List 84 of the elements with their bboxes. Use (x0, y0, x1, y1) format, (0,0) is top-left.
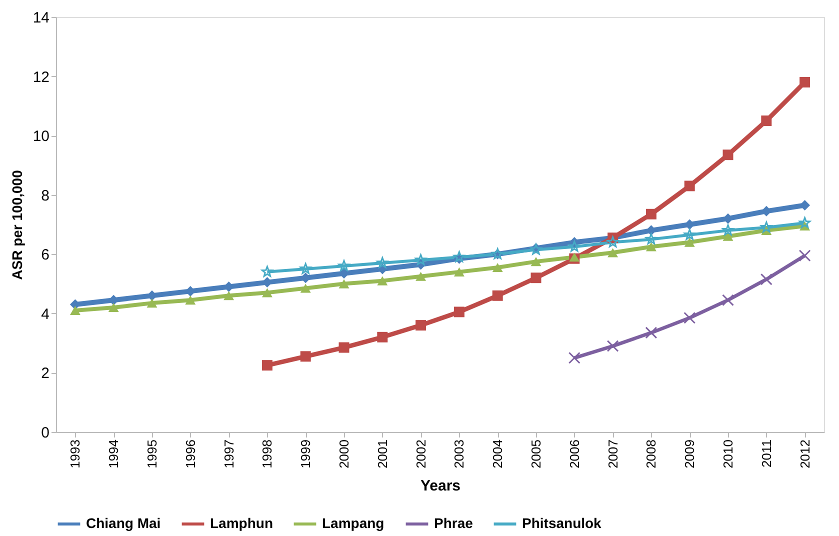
point (377, 332, 388, 342)
point (798, 250, 811, 262)
point (338, 260, 350, 271)
point (608, 248, 618, 258)
y-tick-label: 6 (41, 246, 50, 264)
point (722, 294, 734, 306)
point (454, 267, 464, 276)
x-tick-label: 2000 (336, 440, 352, 468)
y-tick-label: 14 (32, 10, 50, 26)
point (300, 351, 311, 362)
y-axis-title: ASR per 100,000 (8, 170, 25, 280)
point (607, 236, 619, 248)
point (415, 254, 427, 266)
point (416, 272, 426, 281)
y-tick-label: 12 (32, 68, 50, 86)
x-tick-label: 1999 (298, 440, 314, 468)
legend-label: Chiang Mai (86, 515, 161, 531)
point (377, 276, 388, 286)
point (684, 312, 696, 324)
legend-label: Phrae (434, 515, 474, 531)
point (684, 180, 695, 192)
x-tick-label: 2009 (682, 440, 698, 468)
point (338, 279, 350, 288)
point (376, 257, 388, 268)
x-axis-title: Years (420, 477, 461, 494)
x-tick-label: 1993 (68, 440, 83, 468)
x-tick-label: 2008 (644, 440, 659, 468)
point (300, 262, 312, 274)
point (454, 306, 464, 318)
point (261, 266, 273, 277)
x-tick-label: 1998 (260, 440, 275, 468)
y-tick-label: 0 (41, 424, 50, 442)
point (262, 288, 272, 298)
y-tick-label: 8 (41, 187, 50, 204)
point (530, 257, 542, 266)
point (492, 290, 503, 301)
x-tick-label: 2005 (528, 440, 544, 468)
y-tick-label: 4 (41, 306, 50, 323)
point (684, 228, 696, 240)
point (646, 208, 656, 220)
legend-label: Lampang (322, 515, 384, 531)
point (146, 298, 158, 308)
point (224, 291, 234, 300)
x-tick-label: 2001 (374, 440, 390, 468)
point (646, 242, 656, 252)
point (760, 273, 772, 286)
point (761, 116, 772, 126)
x-tick-label: 2004 (490, 440, 506, 468)
x-tick-label: 1994 (106, 440, 122, 468)
x-tick-label: 1996 (182, 440, 198, 468)
legend-label: Lamphun (210, 515, 273, 531)
point (492, 262, 503, 272)
point (645, 326, 658, 339)
y-tick-label: 10 (32, 128, 50, 146)
point (300, 284, 311, 293)
point (645, 233, 657, 244)
point (108, 302, 119, 312)
point (530, 272, 542, 284)
x-tick-label: 2012 (797, 440, 812, 468)
x-tick-label: 2002 (413, 440, 428, 468)
point (568, 352, 580, 364)
point (722, 224, 734, 236)
point (606, 340, 619, 352)
point (722, 150, 734, 160)
point (684, 238, 695, 247)
y-tick-label: 2 (41, 365, 50, 382)
x-tick-label: 2011 (758, 440, 774, 468)
point (800, 76, 810, 88)
point (185, 296, 196, 305)
x-tick-label: 1995 (144, 440, 160, 468)
point (800, 200, 810, 210)
legend-label: Phitsanulok (522, 515, 602, 531)
x-tick-label: 1997 (221, 440, 236, 468)
point (262, 360, 272, 371)
x-tick-label: 2010 (720, 440, 736, 468)
point (568, 240, 580, 252)
point (799, 217, 811, 228)
x-tick-label: 2006 (566, 440, 582, 468)
x-tick-label: 2003 (452, 440, 467, 468)
point (760, 221, 772, 232)
point (416, 320, 426, 331)
point (70, 306, 80, 316)
x-tick-label: 2007 (605, 440, 620, 468)
point (338, 342, 350, 353)
